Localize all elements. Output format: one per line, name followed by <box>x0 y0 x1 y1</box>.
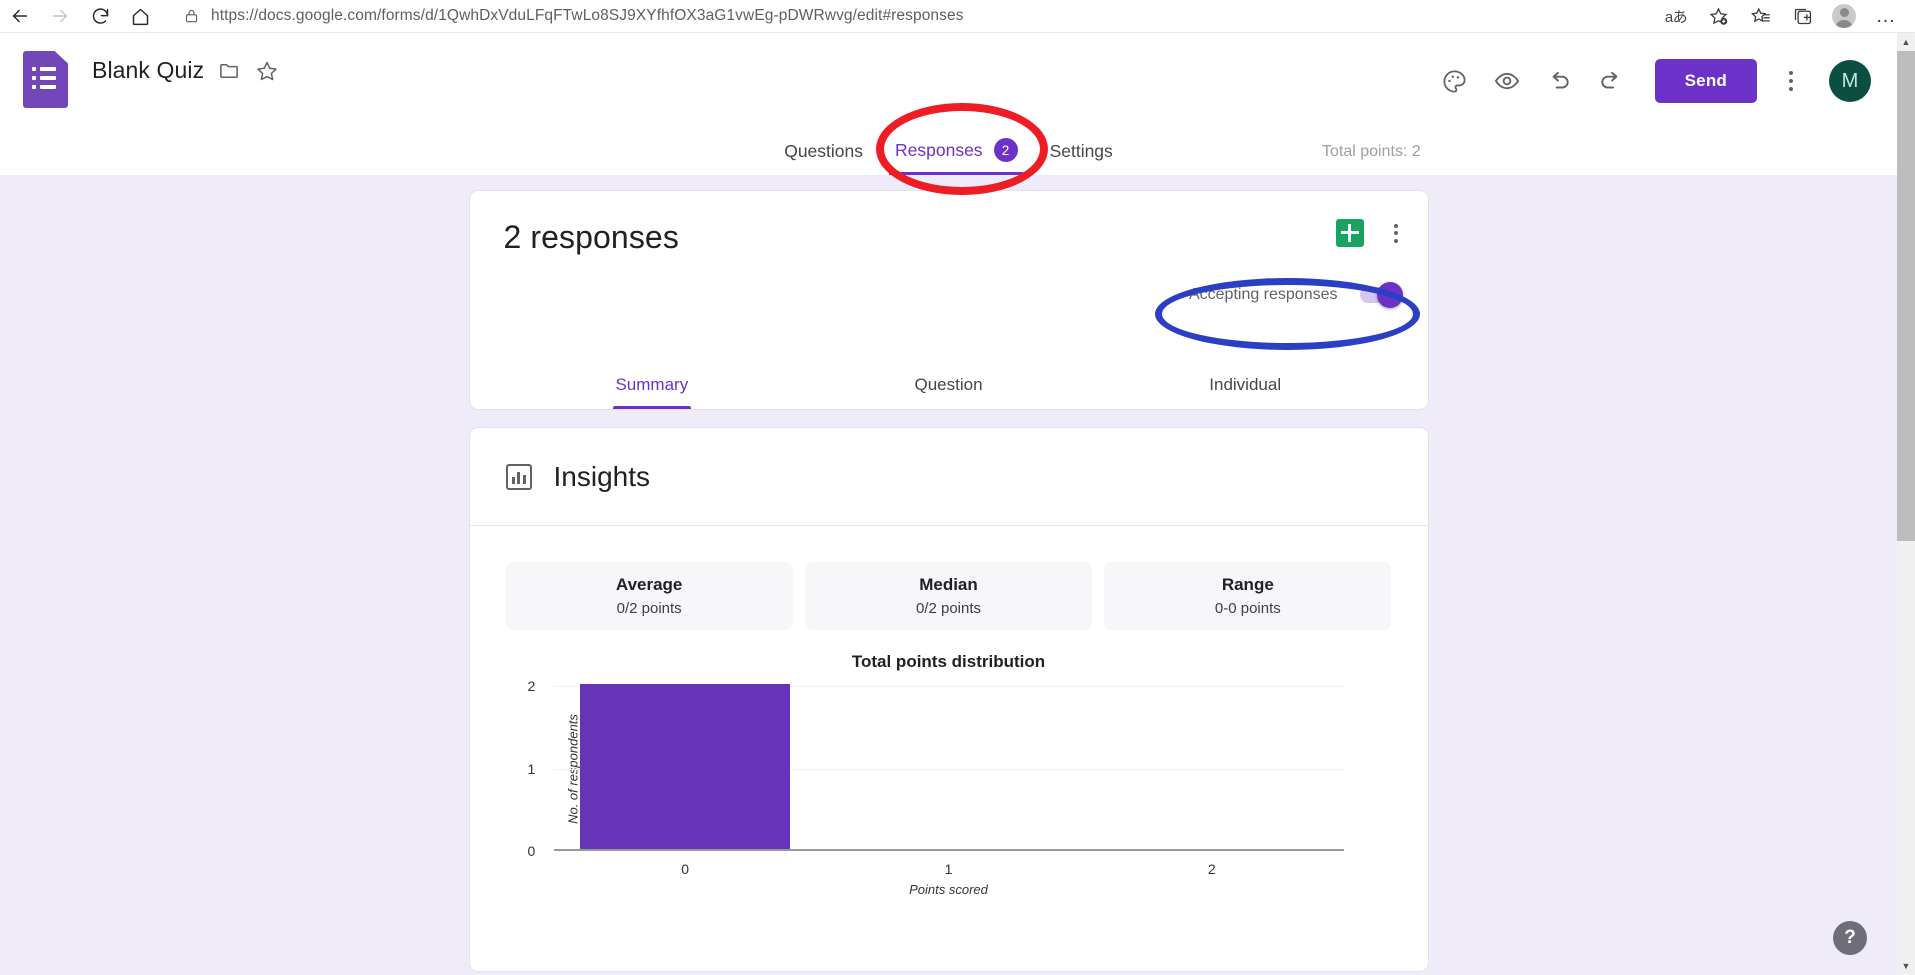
browser-actions: aあ … <box>1655 0 1915 32</box>
responses-more-icon[interactable] <box>1393 223 1398 243</box>
subtab-question[interactable]: Question <box>914 375 983 394</box>
chart-bar[interactable] <box>579 684 791 849</box>
translate-icon[interactable]: aあ <box>1664 8 1688 26</box>
star-icon[interactable] <box>255 59 279 83</box>
scroll-up-icon[interactable]: ▲ <box>1901 37 1911 47</box>
stat-median: Median 0/2 points <box>804 562 1093 630</box>
avatar[interactable]: M <box>1829 60 1871 102</box>
eye-preview-icon[interactable] <box>1483 57 1531 105</box>
refresh-button[interactable] <box>80 0 120 32</box>
chart-xtick-label: 2 <box>1207 861 1216 877</box>
chart-ytick-label: 1 <box>527 760 536 777</box>
back-button[interactable] <box>0 0 40 32</box>
total-points-distribution-chart: Total points distribution No. of respond… <box>470 630 1428 897</box>
insights-stats: Average 0/2 points Median 0/2 points Ran… <box>470 526 1428 630</box>
subtab-individual[interactable]: Individual <box>1209 375 1282 394</box>
header-actions: Send M <box>1431 57 1897 105</box>
settings-more-icon[interactable]: … <box>1875 5 1897 27</box>
tab-settings[interactable]: Settings <box>1034 141 1129 175</box>
tab-settings-label: Settings <box>1049 141 1113 161</box>
stat-median-value: 0/2 points <box>915 600 982 617</box>
stat-range-value: 0-0 points <box>1214 600 1281 617</box>
page-title[interactable]: Blank Quiz <box>92 57 205 83</box>
google-sheets-link-icon[interactable] <box>1335 219 1364 247</box>
tab-responses[interactable]: Responses 2 <box>879 138 1034 175</box>
chart-xtick-label: 0 <box>681 861 690 877</box>
chart-gridline <box>553 686 1344 687</box>
folder-icon[interactable] <box>218 59 241 82</box>
redo-icon[interactable] <box>1587 57 1635 105</box>
insights-card: Insights Average 0/2 points Median 0/2 p… <box>468 427 1429 972</box>
chart-ytick-label: 2 <box>527 678 536 694</box>
stat-average-value: 0/2 points <box>616 600 682 617</box>
undo-icon[interactable] <box>1535 57 1583 105</box>
scrollbar-thumb[interactable] <box>1897 51 1915 541</box>
accepting-responses-label: Accepting responses <box>1188 286 1338 303</box>
toggle-knob <box>1376 282 1403 308</box>
home-button[interactable] <box>120 0 160 32</box>
tab-questions[interactable]: Questions <box>768 141 879 175</box>
palette-icon[interactable] <box>1431 57 1479 105</box>
stat-average-label: Average <box>615 575 683 594</box>
bar-chart-icon <box>505 463 532 490</box>
chart-ytick-label: 0 <box>527 843 536 859</box>
responses-summary-card: 2 responses Accepting responses Summary … <box>468 190 1429 410</box>
responses-subtabs: Summary Question Individual <box>504 353 1394 409</box>
help-button[interactable]: ? <box>1833 921 1867 955</box>
insights-header: Insights <box>469 428 1428 526</box>
stat-average: Average 0/2 points <box>505 562 793 630</box>
chart-gridline <box>553 768 1344 770</box>
tab-responses-label: Responses <box>895 139 983 160</box>
send-button[interactable]: Send <box>1654 59 1757 103</box>
chart-xlabel: Points scored <box>909 882 988 897</box>
chart-title: Total points distribution <box>851 652 1046 671</box>
collections-icon[interactable] <box>1781 0 1823 32</box>
accepting-responses-row: Accepting responses <box>1188 282 1403 308</box>
accepting-responses-toggle[interactable] <box>1359 282 1403 308</box>
forms-tabs: Questions Responses 2 Settings Total poi… <box>0 129 1897 175</box>
url-text: https://docs.google.com/forms/d/1QwhDxVd… <box>211 7 964 24</box>
stat-range: Range 0-0 points <box>1104 562 1392 630</box>
address-bar[interactable]: https://docs.google.com/forms/d/1QwhDxVd… <box>174 2 1647 30</box>
responses-count: 2 responses <box>503 219 679 255</box>
lock-icon <box>184 8 199 24</box>
add-favorite-icon[interactable] <box>1697 0 1739 32</box>
favorites-icon[interactable] <box>1739 0 1781 32</box>
stat-median-label: Median <box>919 575 978 594</box>
subtab-summary[interactable]: Summary <box>504 375 801 409</box>
browser-toolbar: https://docs.google.com/forms/d/1QwhDxVd… <box>0 0 1915 33</box>
tab-questions-label: Questions <box>784 141 863 161</box>
forward-button[interactable] <box>40 0 80 32</box>
document-title-block: Blank Quiz <box>92 57 279 84</box>
chart-x-axis <box>553 849 1344 851</box>
forms-header: Blank Quiz Send M <box>0 33 1897 129</box>
responses-page: 2 responses Accepting responses Summary … <box>0 175 1897 975</box>
profile-avatar-icon[interactable] <box>1823 0 1865 32</box>
insights-title: Insights <box>553 460 651 492</box>
kebab-menu-icon[interactable] <box>1769 59 1813 103</box>
responses-count-badge: 2 <box>993 138 1018 162</box>
scroll-down-icon[interactable]: ▼ <box>1901 961 1911 971</box>
google-forms-logo <box>23 51 68 108</box>
stat-range-label: Range <box>1221 575 1274 594</box>
chart-xtick-label: 1 <box>944 861 953 877</box>
total-points-label: Total points: 2 <box>1322 143 1421 160</box>
responses-card-actions <box>1335 219 1398 247</box>
page-scrollbar[interactable]: ▲ ▼ <box>1897 33 1915 975</box>
